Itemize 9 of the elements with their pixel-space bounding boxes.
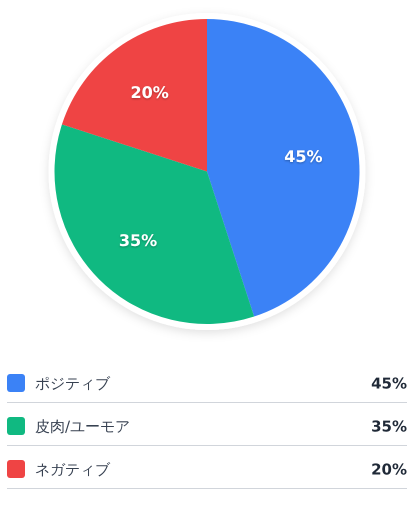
text: 35%	[371, 417, 407, 436]
legend-label: ポジティブ	[35, 374, 111, 392]
legend-label: 皮肉/ユーモア	[35, 417, 130, 436]
data-label: 45%	[284, 146, 323, 166]
text: 45%	[371, 374, 407, 392]
legend-label: ネガティブ	[35, 460, 111, 478]
text: 20%	[371, 460, 407, 478]
data-label: 35%	[118, 231, 158, 250]
data-label: 20%	[130, 83, 169, 102]
